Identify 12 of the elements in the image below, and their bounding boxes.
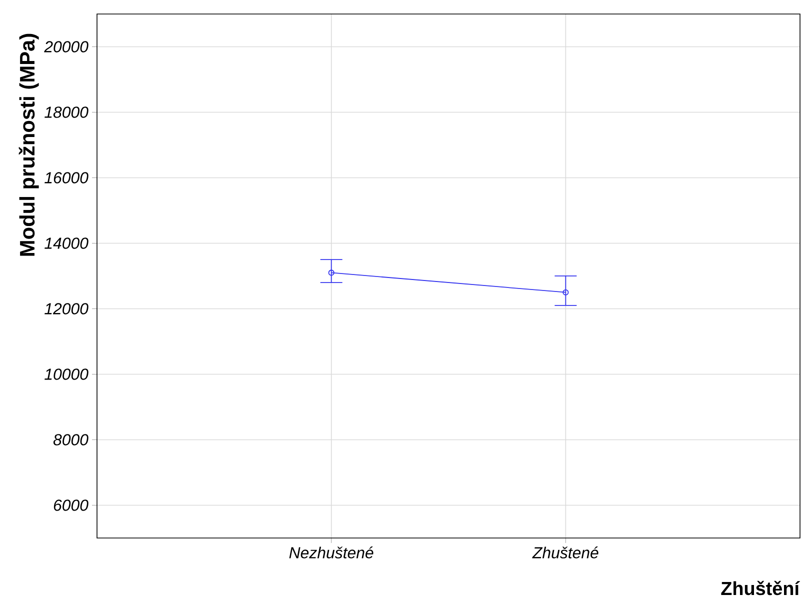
y-tick-label: 8000 <box>53 434 88 446</box>
y-tick-label: 12000 <box>44 303 88 314</box>
x-tick-label: Nezhuštené <box>289 546 374 558</box>
y-tick-label: 6000 <box>54 500 88 511</box>
y-tick-label: 10000 <box>44 368 88 380</box>
y-tick-label: 16000 <box>44 172 88 184</box>
y-axis-title: Modul pružnosti (MPa) <box>18 34 39 256</box>
x-tick-label: Zhuštené <box>532 546 598 558</box>
y-tick-label: 14000 <box>44 238 88 249</box>
y-tick-label: 18000 <box>44 106 88 118</box>
x-axis-title: Zhuštění <box>721 580 800 596</box>
y-tick-label: 20000 <box>44 41 88 52</box>
